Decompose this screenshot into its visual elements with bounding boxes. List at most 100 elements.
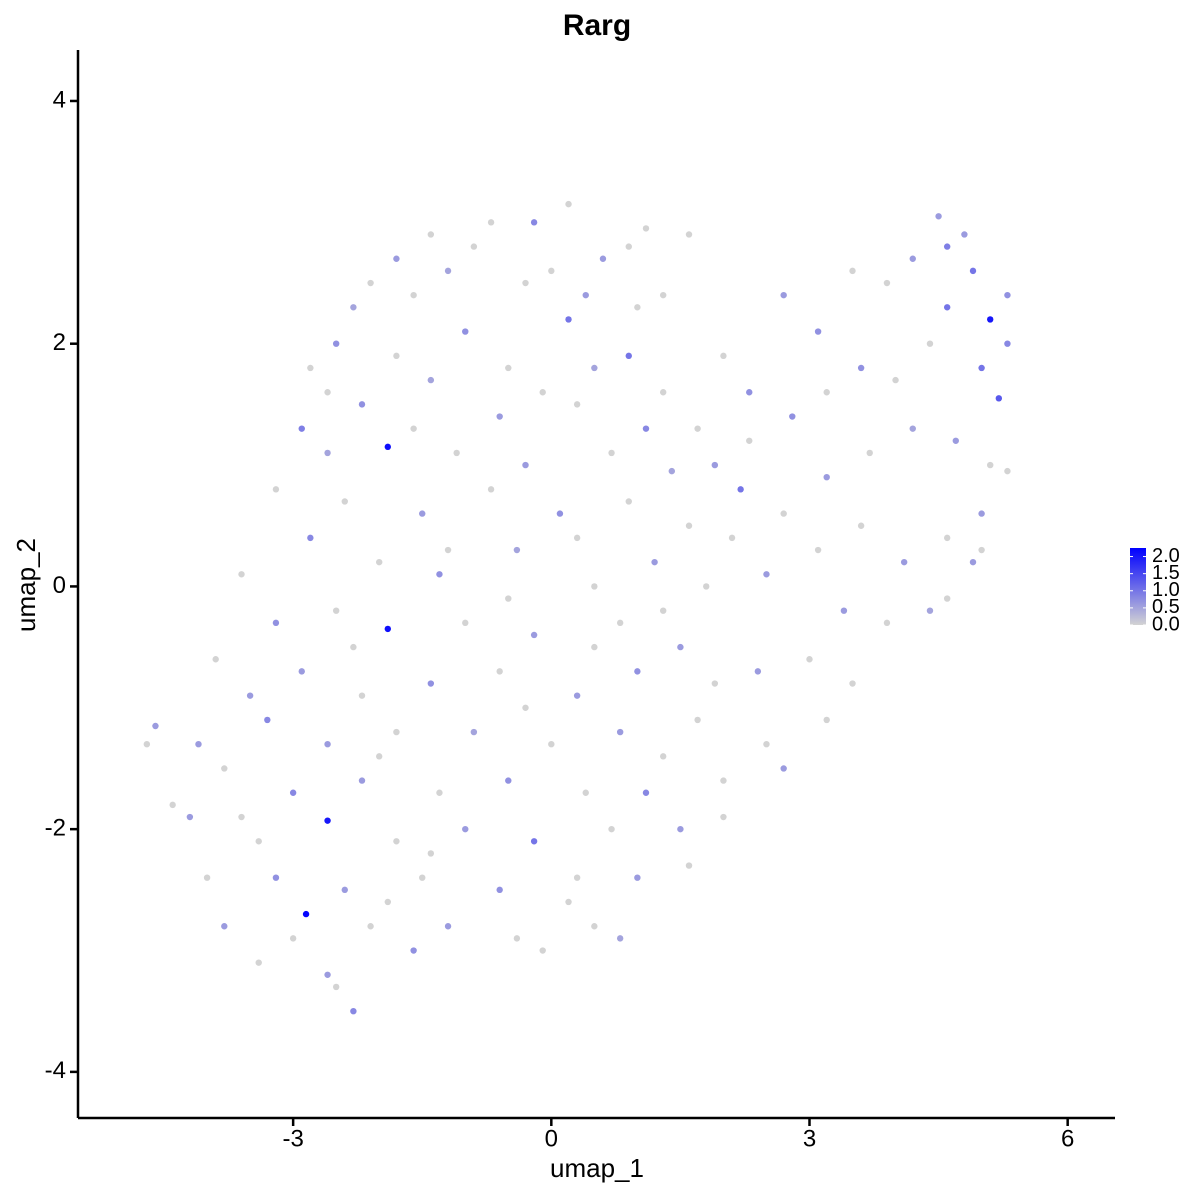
point <box>298 668 305 675</box>
point <box>565 200 572 208</box>
point <box>720 352 727 360</box>
point <box>634 304 641 311</box>
point <box>453 449 460 457</box>
point <box>694 425 701 432</box>
point <box>823 474 830 481</box>
point <box>496 886 503 894</box>
point <box>677 825 684 833</box>
point <box>505 364 512 372</box>
point <box>763 741 770 748</box>
point <box>496 668 503 675</box>
point <box>152 722 159 730</box>
point <box>324 971 331 978</box>
colorbar-tick-label: 2.0 <box>1152 545 1180 567</box>
y-tick-label: 4 <box>53 86 66 113</box>
point <box>642 789 650 796</box>
point <box>444 267 452 275</box>
point <box>746 389 753 396</box>
point <box>659 607 667 614</box>
point <box>591 583 598 590</box>
colorbar-tick-label: 1.5 <box>1152 562 1180 584</box>
point <box>711 461 719 469</box>
point <box>238 571 245 578</box>
point <box>685 862 693 869</box>
point <box>634 874 641 881</box>
point <box>943 595 951 602</box>
point <box>436 789 443 796</box>
point <box>849 267 856 275</box>
point <box>350 1008 357 1015</box>
point <box>625 352 632 360</box>
point <box>608 825 615 833</box>
point <box>384 898 392 906</box>
point <box>505 595 512 602</box>
point <box>298 425 305 432</box>
point <box>668 467 676 475</box>
point <box>720 813 727 821</box>
point <box>1004 291 1011 299</box>
y-axis-label: umap_2 <box>11 538 41 632</box>
point <box>573 692 581 699</box>
point <box>582 291 589 299</box>
point <box>642 425 650 432</box>
point <box>969 267 977 275</box>
point <box>427 850 435 857</box>
point <box>186 813 194 821</box>
point <box>462 619 469 627</box>
point <box>332 983 340 991</box>
point <box>332 340 340 347</box>
point <box>487 219 495 226</box>
point <box>987 316 994 323</box>
point <box>892 376 899 384</box>
point <box>307 534 314 542</box>
point <box>987 461 994 469</box>
point <box>505 777 512 784</box>
y-tick-label: 2 <box>53 329 66 356</box>
point <box>978 546 985 554</box>
point <box>943 304 951 311</box>
point <box>427 231 435 238</box>
point <box>780 510 787 517</box>
colorbar-tick-label: 1.0 <box>1152 579 1180 601</box>
point <box>393 728 400 736</box>
point <box>530 631 538 639</box>
point <box>264 716 271 724</box>
point <box>410 947 417 954</box>
point <box>419 874 426 881</box>
point <box>823 389 830 396</box>
point <box>943 243 951 250</box>
point <box>548 267 555 275</box>
y-tick-label: -4 <box>45 1057 66 1084</box>
point <box>754 668 762 675</box>
point <box>625 498 632 505</box>
point <box>573 874 581 881</box>
x-axis-label: umap_1 <box>550 1153 644 1183</box>
point <box>358 777 366 784</box>
point <box>367 279 374 287</box>
point <box>358 401 366 408</box>
point <box>324 449 331 457</box>
colorbar-tick-label: 0.5 <box>1152 596 1180 618</box>
point <box>530 838 538 845</box>
point <box>427 680 435 687</box>
point <box>358 692 366 699</box>
point <box>324 817 331 824</box>
point <box>143 741 151 748</box>
point <box>324 389 331 396</box>
point <box>857 522 865 529</box>
point <box>539 947 546 954</box>
point <box>462 328 469 335</box>
point <box>634 668 641 675</box>
point <box>221 765 228 772</box>
point <box>221 923 228 930</box>
point <box>487 486 495 493</box>
x-tick-label: 3 <box>803 1125 816 1152</box>
point <box>522 461 529 469</box>
point <box>703 583 710 590</box>
point <box>926 340 934 347</box>
point <box>255 838 262 845</box>
point <box>410 425 417 432</box>
chart-title: Rarg <box>563 9 631 42</box>
point <box>350 643 357 651</box>
